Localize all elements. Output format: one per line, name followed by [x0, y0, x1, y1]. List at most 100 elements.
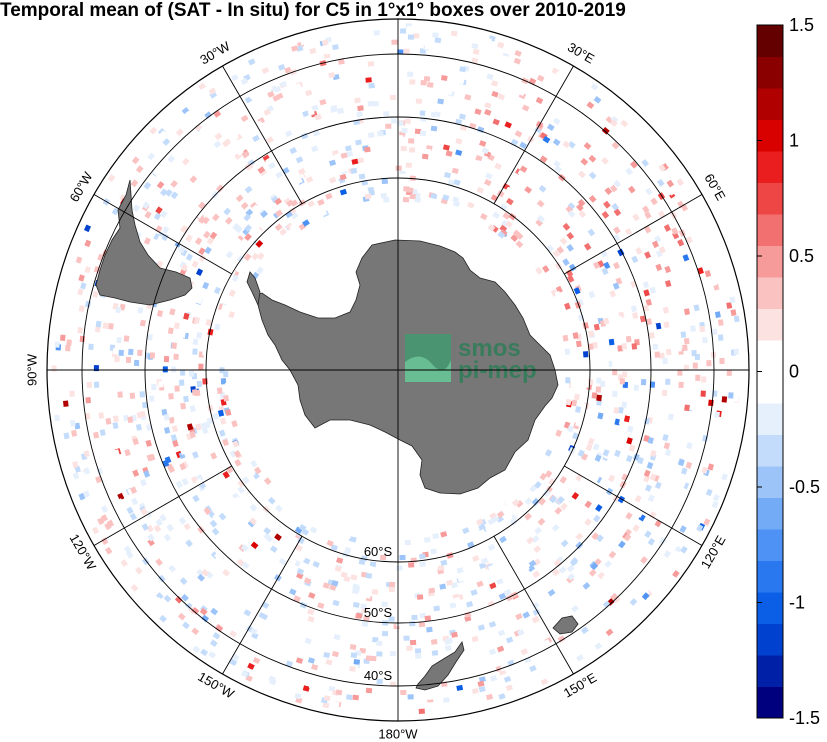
data-pixel: [562, 140, 571, 149]
data-pixel: [376, 671, 383, 677]
data-pixel: [707, 463, 715, 471]
data-pixel: [583, 142, 592, 150]
data-pixel: [706, 360, 712, 367]
data-pixel: [364, 193, 372, 200]
data-pixel: [505, 186, 514, 195]
data-pixel: [476, 160, 484, 167]
data-pixel: [318, 563, 326, 570]
data-pixel: [499, 229, 508, 237]
data-pixel: [496, 645, 505, 653]
data-pixel: [536, 74, 545, 82]
data-pixel: [588, 492, 597, 501]
data-pixel: [573, 353, 579, 360]
data-pixel: [625, 167, 633, 176]
data-pixel: [538, 184, 547, 193]
data-pixel: [244, 233, 252, 242]
data-pixel: [579, 549, 587, 558]
data-pixel: [163, 355, 170, 363]
data-pixel: [170, 179, 178, 188]
data-pixel: [107, 373, 113, 381]
data-pixel: [351, 588, 359, 595]
data-pixel: [595, 386, 602, 393]
data-pixel: [350, 652, 358, 659]
data-pixel: [427, 82, 434, 88]
data-pixel: [158, 574, 166, 583]
data-pixel: [217, 144, 226, 153]
data-pixel: [623, 415, 631, 423]
data-pixel: [381, 630, 389, 637]
data-pixel: [329, 584, 337, 591]
data-pixel: [625, 455, 633, 463]
data-pixel: [572, 345, 578, 352]
data-pixel: [314, 113, 322, 121]
data-pixel: [664, 279, 672, 288]
data-pixel: [451, 167, 459, 175]
data-pixel: [269, 220, 278, 229]
data-pixel: [167, 155, 176, 163]
data-pixel: [139, 410, 146, 418]
data-pixel: [409, 621, 416, 627]
data-pixel: [208, 460, 217, 469]
data-pixel: [434, 37, 442, 44]
data-pixel: [509, 526, 518, 534]
data-pixel: [331, 579, 339, 587]
data-pixel: [352, 694, 359, 701]
data-pixel: [605, 628, 614, 637]
data-pixel: [276, 559, 285, 568]
data-pixel: [502, 212, 511, 220]
data-pixel: [643, 469, 651, 478]
data-pixel: [557, 635, 566, 643]
data-pixel: [644, 530, 652, 539]
data-pixel: [209, 91, 218, 99]
data-pixel: [631, 568, 640, 577]
data-pixel: [174, 595, 183, 604]
data-pixel: [496, 550, 505, 559]
data-pixel: [203, 507, 212, 515]
data-pixel: [416, 594, 424, 600]
data-pixel: [390, 131, 397, 137]
data-pixel: [514, 130, 523, 138]
colorbar-segment: [757, 560, 783, 593]
data-pixel: [452, 200, 461, 208]
data-pixel: [518, 604, 527, 612]
data-pixel: [308, 592, 316, 599]
data-pixel: [308, 159, 316, 167]
data-pixel: [231, 73, 239, 82]
data-pixel: [654, 481, 662, 490]
data-pixel: [243, 253, 252, 262]
data-pixel: [475, 154, 483, 162]
data-pixel: [159, 514, 167, 522]
data-pixel: [640, 378, 647, 386]
data-pixel: [160, 210, 168, 219]
data-pixel: [631, 343, 638, 350]
data-pixel: [381, 178, 388, 185]
data-pixel: [126, 506, 134, 515]
data-pixel: [498, 693, 506, 700]
data-pixel: [558, 304, 566, 313]
data-pixel: [676, 178, 685, 187]
data-pixel: [197, 201, 206, 210]
data-pixel: [472, 48, 480, 55]
data-pixel: [444, 645, 452, 652]
data-pixel: [440, 75, 448, 81]
data-pixel: [254, 624, 263, 632]
data-pixel: [309, 47, 317, 55]
data-pixel: [330, 544, 339, 551]
data-pixel: [228, 115, 237, 124]
data-pixel: [60, 334, 66, 342]
data-pixel: [546, 123, 555, 132]
data-pixel: [590, 83, 599, 91]
data-pixel: [415, 658, 423, 664]
data-pixel: [634, 494, 642, 503]
data-pixel: [162, 571, 171, 580]
data-pixel: [291, 631, 299, 639]
data-pixel: [225, 250, 234, 259]
data-pixel: [672, 444, 680, 452]
data-pixel: [357, 157, 365, 164]
data-pixel: [236, 138, 244, 146]
data-pixel: [662, 306, 669, 314]
data-pixel: [134, 359, 140, 367]
data-pixel: [147, 333, 153, 341]
data-pixel: [200, 648, 209, 657]
